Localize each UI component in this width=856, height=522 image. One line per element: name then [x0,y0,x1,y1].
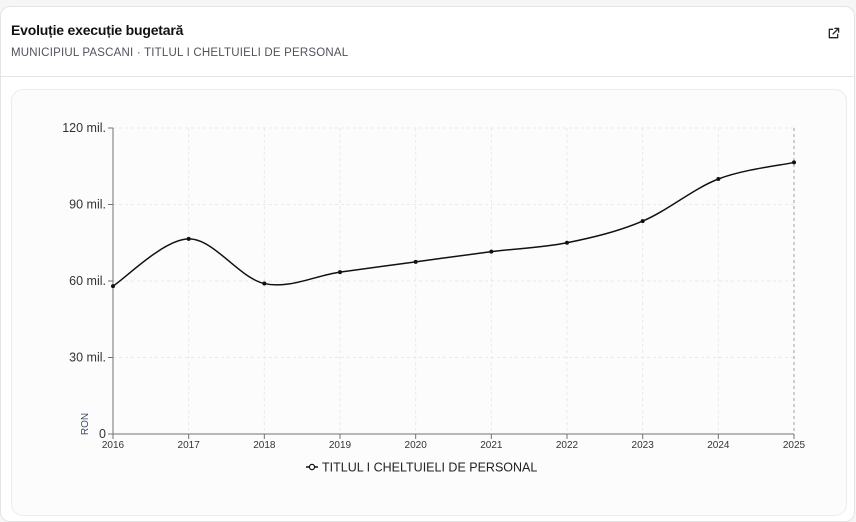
x-tick-label: 2017 [178,440,201,451]
data-point [111,284,115,289]
data-point [640,219,645,224]
data-point [186,236,191,241]
x-tick-label: 2023 [632,440,655,451]
x-tick-label: 2020 [405,440,428,451]
legend-item: TITLUL I CHELTUIELI DE PERSONAL [306,461,537,475]
x-tick-label: 2018 [253,440,276,451]
chart-panel: 0 30 mil. 60 mil. 90 mil. 120 mil. 2016 2017 20… [11,89,847,516]
y-tick-label: 120 mil. [62,121,106,135]
data-point [716,177,721,181]
legend-label: TITLUL I CHELTUIELI DE PERSONAL [322,461,537,475]
x-tick-label: 2024 [707,440,730,451]
data-point [792,160,796,165]
external-link-button[interactable] [824,24,842,42]
card-header: Evoluție execuție bugetară MUNICIPIUL PA… [1,7,854,77]
x-tick-label: 2022 [556,440,579,451]
y-tick-label: 30 mil. [69,351,106,365]
x-tick-label: 2019 [329,440,352,451]
data-point [489,249,494,254]
y-tick-label: 0 [99,427,106,441]
y-tick-label: 90 mil. [69,198,106,212]
chart-subtitle: MUNICIPIUL PASCANI · TITLUL I CHELTUIELI… [11,47,349,59]
external-link-icon [828,27,839,38]
data-point [413,259,418,264]
series-line [112,161,795,287]
line-chart[interactable]: 0 30 mil. 60 mil. 90 mil. 120 mil. 2016 2017 20… [12,90,848,517]
legend-marker [308,463,316,471]
chart-title: Evoluție execuție bugetară [11,22,184,38]
x-tick-label: 2025 [783,440,806,451]
y-tick-label: 60 mil. [69,274,106,288]
data-point [338,270,342,275]
x-tick-label: 2021 [480,440,503,451]
data-point [262,281,267,286]
chart-card: Evoluție execuție bugetară MUNICIPIUL PA… [0,6,855,522]
y-axis-label: RON [80,413,91,435]
x-tick-label: 2016 [102,440,125,451]
data-point [565,240,569,245]
